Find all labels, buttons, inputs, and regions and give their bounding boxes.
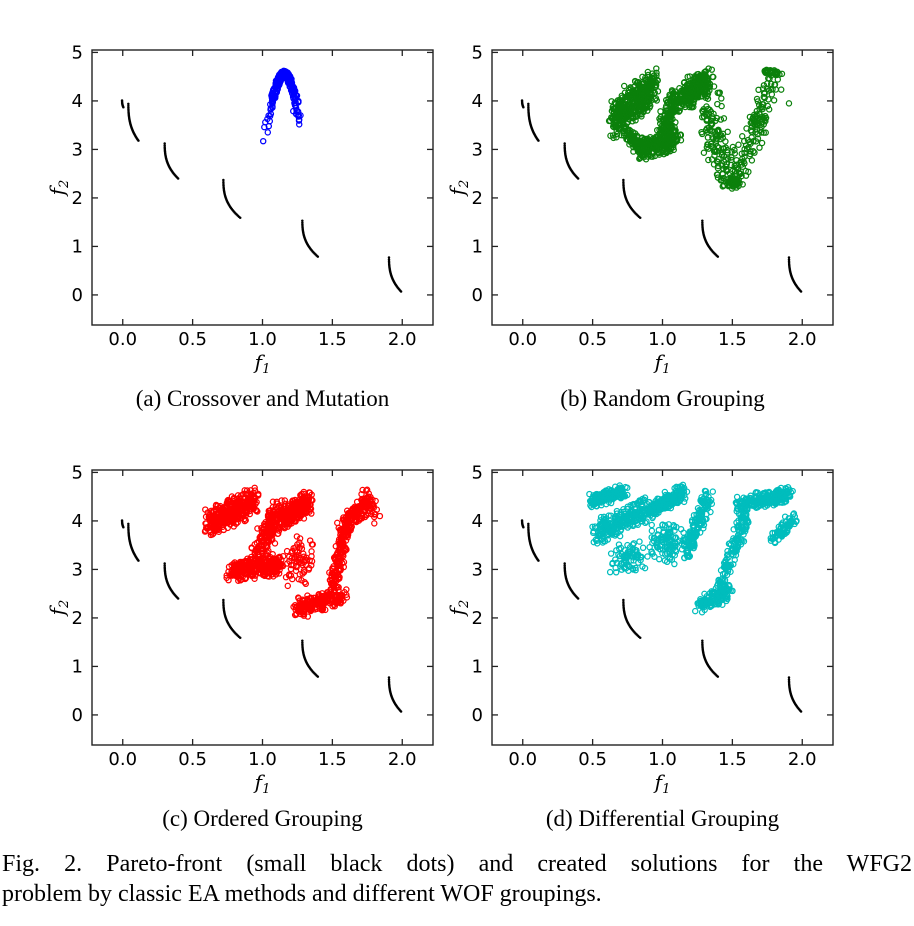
subplot-d-caption: (d) Differential Grouping xyxy=(545,806,780,831)
x-axis-label: f1 xyxy=(253,770,271,797)
y-tick-label: 4 xyxy=(72,91,83,112)
x-tick-label: 0.5 xyxy=(178,329,207,350)
y-axis-label: f2 xyxy=(45,180,72,198)
x-tick-label: 2.0 xyxy=(788,749,817,770)
figure-caption-line2: problem by classic EA methods and differ… xyxy=(2,881,602,907)
x-tick-label: 0.0 xyxy=(108,749,137,770)
x-tick-label: 0.5 xyxy=(578,329,607,350)
subplot-a-caption: (a) Crossover and Mutation xyxy=(135,386,390,411)
y-tick-label: 0 xyxy=(72,705,83,726)
scatter-points-a xyxy=(120,67,403,293)
y-axis-label: f2 xyxy=(445,600,472,618)
x-tick-label: 1.0 xyxy=(648,749,677,770)
y-tick-label: 0 xyxy=(472,285,483,306)
subplot-d-canvas: 0.0 0.5 1.0 1.5 2.0 0 1 2 3 4 5 f1 f2 xyxy=(445,462,834,797)
y-tick-label: 5 xyxy=(472,462,483,483)
scatter-points-b xyxy=(520,65,803,293)
y-tick-label: 3 xyxy=(72,139,83,160)
y-tick-label: 5 xyxy=(472,42,483,63)
subplot-a-canvas: 0.0 0.5 1.0 1.5 2.0 0 1 2 3 4 5 f1 f2 xyxy=(45,42,434,377)
y-tick-label: 1 xyxy=(472,656,483,677)
scatter-points-d xyxy=(520,481,803,713)
x-tick-label: 1.5 xyxy=(718,749,747,770)
y-tick-label: 2 xyxy=(472,608,483,629)
subplot-c-caption: (c) Ordered Grouping xyxy=(162,806,363,831)
x-tick-label: 0.0 xyxy=(508,329,537,350)
y-tick-label: 2 xyxy=(472,188,483,209)
x-tick-label: 2.0 xyxy=(388,749,417,770)
y-tick-label: 4 xyxy=(472,91,483,112)
y-tick-label: 0 xyxy=(72,285,83,306)
y-tick-label: 2 xyxy=(72,188,83,209)
subplot-b-caption: (b) Random Grouping xyxy=(560,386,765,411)
x-tick-label: 2.0 xyxy=(788,329,817,350)
y-tick-label: 2 xyxy=(72,608,83,629)
x-tick-label: 0.0 xyxy=(108,329,137,350)
y-tick-label: 1 xyxy=(72,656,83,677)
y-axis-label: f2 xyxy=(45,600,72,618)
y-tick-label: 1 xyxy=(472,236,483,257)
x-axis-label: f1 xyxy=(653,350,671,377)
x-tick-label: 1.0 xyxy=(648,329,677,350)
subplot-b-canvas: 0.0 0.5 1.0 1.5 2.0 0 1 2 3 4 5 f1 f2 xyxy=(445,42,834,377)
y-tick-label: 5 xyxy=(72,462,83,483)
y-tick-label: 4 xyxy=(72,511,83,532)
y-tick-label: 3 xyxy=(72,559,83,580)
x-tick-label: 0.5 xyxy=(578,749,607,770)
figure-caption-line1: Fig. 2. Pareto-front (small black dots) … xyxy=(2,851,912,877)
x-tick-label: 1.5 xyxy=(318,329,347,350)
scatter-points-c xyxy=(120,484,403,713)
x-tick-label: 1.5 xyxy=(718,329,747,350)
y-tick-label: 4 xyxy=(472,511,483,532)
y-tick-label: 3 xyxy=(472,559,483,580)
y-tick-label: 1 xyxy=(72,236,83,257)
y-tick-label: 0 xyxy=(472,705,483,726)
y-axis-label: f2 xyxy=(445,180,472,198)
x-axis-label: f1 xyxy=(253,350,271,377)
figure-caption: Fig. 2. Pareto-front (small black dots) … xyxy=(2,851,912,908)
x-tick-label: 2.0 xyxy=(388,329,417,350)
x-tick-label: 0.0 xyxy=(508,749,537,770)
subplot-c-canvas: 0.0 0.5 1.0 1.5 2.0 0 1 2 3 4 5 f1 f2 xyxy=(45,462,434,797)
x-tick-label: 1.0 xyxy=(248,749,277,770)
x-tick-label: 1.5 xyxy=(318,749,347,770)
x-tick-label: 1.0 xyxy=(248,329,277,350)
x-axis-label: f1 xyxy=(653,770,671,797)
y-tick-label: 3 xyxy=(472,139,483,160)
y-tick-label: 5 xyxy=(72,42,83,63)
x-tick-label: 0.5 xyxy=(178,749,207,770)
